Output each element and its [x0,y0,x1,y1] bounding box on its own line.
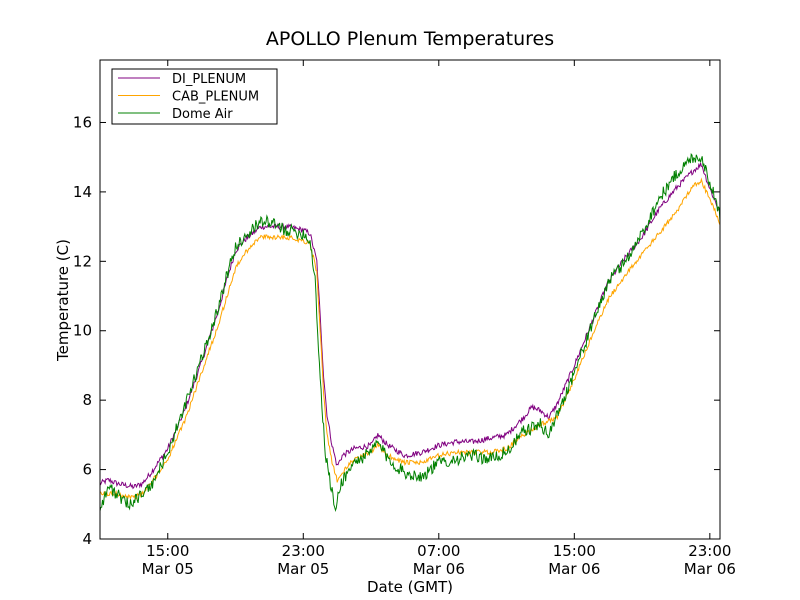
y-tick-label: 8 [82,391,92,409]
x-tick-label-time: 15:00 [553,542,596,560]
y-axis-label: Temperature (C) [54,239,72,362]
x-tick-label-date: Mar 05 [142,560,194,578]
x-tick-label-date: Mar 06 [684,560,736,578]
plot-area [99,153,721,513]
plot-frame [99,59,721,540]
legend-label: DI_PLENUM [172,72,246,87]
chart-title: APOLLO Plenum Temperatures [266,28,554,50]
x-tick-label-time: 15:00 [146,542,189,560]
y-tick-label: 12 [73,252,92,270]
series-line-cab-plenum [99,177,721,500]
y-axis: 4 6 8 10 12 14 16 [73,113,720,548]
x-axis-label: Date (GMT) [367,578,453,596]
series-line-dome-air [99,153,721,513]
x-tick-label-time: 07:00 [417,542,460,560]
y-tick-label: 10 [73,322,92,340]
x-tick-label-date: Mar 06 [548,560,600,578]
legend: DI_PLENUM CAB_PLENUM Dome Air [111,68,278,125]
legend-label: CAB_PLENUM [172,90,259,105]
y-tick-label: 4 [82,530,92,548]
x-tick-label-time: 23:00 [688,542,731,560]
x-tick-label-date: Mar 05 [277,560,329,578]
x-tick-label-date: Mar 06 [413,560,465,578]
legend-label: Dome Air [172,107,233,122]
y-tick-label: 16 [73,113,92,131]
x-tick-label-time: 23:00 [282,542,325,560]
y-tick-label: 14 [73,183,92,201]
y-tick-label: 6 [82,461,92,479]
series-line-di-plenum [99,162,721,490]
